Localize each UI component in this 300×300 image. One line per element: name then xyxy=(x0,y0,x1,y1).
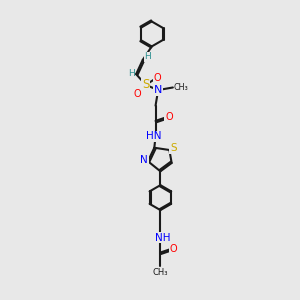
Text: CH₃: CH₃ xyxy=(174,83,188,92)
Text: N: N xyxy=(154,85,162,95)
Text: S: S xyxy=(142,78,149,92)
Text: O: O xyxy=(134,89,142,99)
Text: NH: NH xyxy=(155,233,171,243)
Text: O: O xyxy=(170,244,178,254)
Text: O: O xyxy=(165,112,173,122)
Text: N: N xyxy=(140,155,148,165)
Text: H: H xyxy=(128,69,135,78)
Text: H: H xyxy=(144,52,151,61)
Text: S: S xyxy=(170,143,176,153)
Text: HN: HN xyxy=(146,131,162,141)
Text: O: O xyxy=(154,73,161,83)
Text: CH₃: CH₃ xyxy=(153,268,168,277)
